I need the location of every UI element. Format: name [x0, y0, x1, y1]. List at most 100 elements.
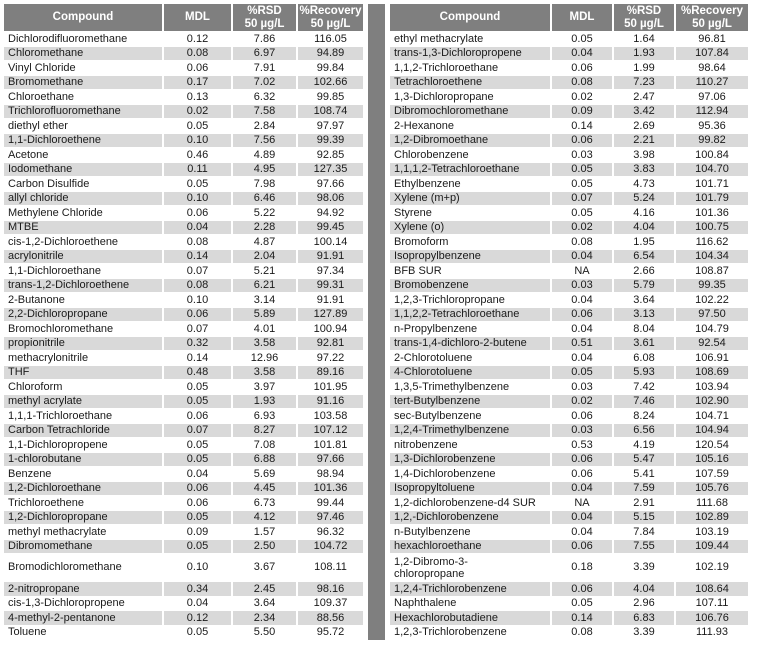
table-row: 1,1,1,2-Tetrachloroethane 0.05 3.83 104.70 [390, 162, 748, 176]
compound-cell: 1,1-Dichloropropene [4, 438, 162, 452]
table-row: THF 0.48 3.58 89.16 [4, 365, 363, 379]
mdl-cell: 0.13 [164, 90, 231, 104]
rsd-cell: 6.56 [614, 423, 674, 437]
table-row: 2,2-Dichloropropane 0.06 5.89 127.89 [4, 307, 363, 321]
mdl-cell: 0.04 [164, 596, 231, 610]
rsd-cell: 5.24 [614, 191, 674, 205]
table-row: allyl chloride 0.10 6.46 98.06 [4, 191, 363, 205]
mdl-cell: 0.06 [552, 539, 612, 553]
rsd-cell: 1.64 [614, 32, 674, 46]
mdl-cell: 0.02 [552, 90, 612, 104]
mdl-cell: 0.10 [164, 191, 231, 205]
table-row: hexachloroethane 0.06 7.55 109.44 [390, 539, 748, 553]
compound-cell: Vinyl Chloride [4, 61, 162, 75]
recovery-cell: 108.64 [676, 582, 748, 596]
table-row: Dibromochloromethane 0.09 3.42 112.94 [390, 104, 748, 118]
table-row: Benzene 0.04 5.69 98.94 [4, 467, 363, 481]
table-row: Trichloroethene 0.06 6.73 99.44 [4, 496, 363, 510]
mdl-cell: 0.08 [552, 75, 612, 89]
mdl-cell: NA [552, 496, 612, 510]
rsd-cell: 5.89 [233, 307, 296, 321]
recovery-cell: 99.44 [298, 496, 363, 510]
recovery-cell: 100.94 [298, 322, 363, 336]
mdl-cell: 0.10 [164, 293, 231, 307]
rsd-cell: 6.83 [614, 611, 674, 625]
recovery-cell: 102.66 [298, 75, 363, 89]
recovery-column-header: %Recovery 50 µg/L [298, 4, 363, 31]
rsd-cell: 4.89 [233, 148, 296, 162]
rsd-cell: 5.41 [614, 467, 674, 481]
recovery-cell: 101.36 [676, 206, 748, 220]
mdl-cell: 0.34 [164, 582, 231, 596]
recovery-cell: 99.84 [298, 61, 363, 75]
compound-cell: Xylene (m+p) [390, 191, 550, 205]
recovery-cell: 101.81 [298, 438, 363, 452]
table-row: n-Butylbenzene 0.04 7.84 103.19 [390, 525, 748, 539]
rsd-cell: 1.93 [233, 394, 296, 408]
compound-cell: 2-Hexanone [390, 119, 550, 133]
rsd-cell: 6.97 [233, 46, 296, 60]
recovery-cell: 103.94 [676, 380, 748, 394]
recovery-cell: 116.05 [298, 32, 363, 46]
compound-cell: 1,3-Dichlorobenzene [390, 452, 550, 466]
rsd-cell: 3.14 [233, 293, 296, 307]
mdl-cell: 0.06 [552, 452, 612, 466]
compound-cell: 1,1-Dichloroethane [4, 264, 162, 278]
compound-cell: acrylonitrile [4, 249, 162, 263]
rsd-cell: 5.15 [614, 510, 674, 524]
recovery-cell: 94.92 [298, 206, 363, 220]
compound-cell: Chloromethane [4, 46, 162, 60]
recovery-cell: 91.16 [298, 394, 363, 408]
mdl-cell: 0.04 [164, 220, 231, 234]
compound-cell: 4-Chlorotoluene [390, 365, 550, 379]
table-row: Dibromomethane 0.05 2.50 104.72 [4, 539, 363, 553]
table-row: 1,2,4-Trichlorobenzene 0.06 4.04 108.64 [390, 582, 748, 596]
mdl-cell: 0.06 [552, 133, 612, 147]
recovery-cell: 102.22 [676, 293, 748, 307]
table-row: 4-Chlorotoluene 0.05 5.93 108.69 [390, 365, 748, 379]
mdl-cell: 0.06 [552, 467, 612, 481]
recovery-cell: 102.19 [676, 554, 748, 581]
compound-cell: Bromoform [390, 235, 550, 249]
mdl-cell: 0.05 [164, 452, 231, 466]
compound-cell: 1,1-Dichloroethene [4, 133, 162, 147]
rsd-cell: 12.96 [233, 351, 296, 365]
recovery-cell: 89.16 [298, 365, 363, 379]
compound-cell: cis-1,3-Dichloropropene [4, 596, 162, 610]
recovery-cell: 108.69 [676, 365, 748, 379]
mdl-cell: 0.14 [552, 119, 612, 133]
compound-cell: Chloroform [4, 380, 162, 394]
rsd-cell: 3.58 [233, 365, 296, 379]
right-compound-table: Compound MDL %RSD 50 µg/L %Recovery 50 µg/… [388, 3, 750, 640]
rsd-column-header: %RSD 50 µg/L [614, 4, 674, 31]
mdl-cell: 0.05 [552, 206, 612, 220]
rsd-concentration: 50 µg/L [244, 17, 285, 30]
recovery-cell: 102.90 [676, 394, 748, 408]
compound-cell: diethyl ether [4, 119, 162, 133]
compound-cell: Isopropyltoluene [390, 481, 550, 495]
rsd-cell: 5.93 [614, 365, 674, 379]
table-row: 1,1-Dichloropropene 0.05 7.08 101.81 [4, 438, 363, 452]
rsd-cell: 5.22 [233, 206, 296, 220]
compound-cell: Bromomethane [4, 75, 162, 89]
mdl-cell: 0.06 [164, 481, 231, 495]
rsd-cell: 3.58 [233, 336, 296, 350]
rsd-cell: 7.23 [614, 75, 674, 89]
compound-cell: trans-1,2-Dichloroethene [4, 278, 162, 292]
rsd-cell: 3.61 [614, 336, 674, 350]
mdl-cell: 0.06 [552, 61, 612, 75]
recovery-cell: 97.06 [676, 90, 748, 104]
compound-cell: Chloroethane [4, 90, 162, 104]
table-row: Hexachlorobutadiene 0.14 6.83 106.76 [390, 611, 748, 625]
table-row: Carbon Tetrachloride 0.07 8.27 107.12 [4, 423, 363, 437]
rsd-cell: 1.57 [233, 525, 296, 539]
mdl-cell: 0.04 [552, 510, 612, 524]
rsd-cell: 7.02 [233, 75, 296, 89]
table-row: 1,1-Dichloroethene 0.10 7.56 99.39 [4, 133, 363, 147]
compound-cell: 1,2-Dichloroethane [4, 481, 162, 495]
table-row: nitrobenzene 0.53 4.19 120.54 [390, 438, 748, 452]
table-row: Isopropyltoluene 0.04 7.59 105.76 [390, 481, 748, 495]
compound-cell: Hexachlorobutadiene [390, 611, 550, 625]
recovery-cell: 96.81 [676, 32, 748, 46]
rsd-cell: 8.24 [614, 409, 674, 423]
